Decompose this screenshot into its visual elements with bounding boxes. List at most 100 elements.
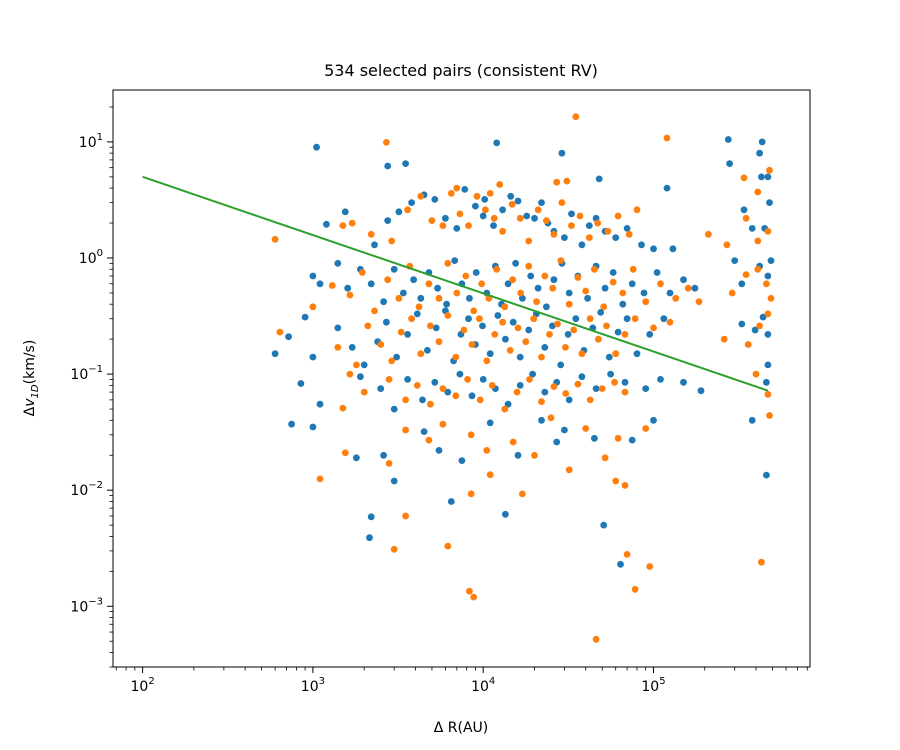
data-point (410, 276, 417, 284)
data-point (600, 303, 608, 311)
data-point (371, 307, 378, 315)
plot-frame (112, 89, 811, 668)
data-point (499, 318, 506, 326)
data-point (561, 426, 568, 434)
data-point (478, 280, 486, 288)
data-point (360, 361, 368, 369)
data-point (384, 276, 392, 284)
data-point (582, 287, 590, 295)
data-point (595, 335, 602, 343)
data-point (390, 405, 398, 413)
data-point (697, 387, 705, 395)
data-point (442, 214, 449, 222)
data-point (592, 385, 600, 392)
data-point (479, 376, 487, 383)
fit-line (142, 175, 769, 392)
data-point (763, 471, 770, 479)
data-point (476, 315, 483, 323)
data-point (402, 426, 409, 434)
data-point (705, 230, 712, 238)
data-point (388, 237, 396, 245)
data-point (501, 405, 509, 413)
data-point (408, 315, 415, 323)
data-point (605, 353, 613, 361)
data-point (748, 225, 756, 232)
data-point (543, 303, 550, 311)
data-point (752, 370, 760, 378)
x-tick-exp: 2 (148, 676, 154, 687)
data-point (728, 289, 736, 297)
data-point (621, 331, 629, 338)
data-point (425, 280, 433, 288)
data-point (574, 274, 582, 281)
data-point (562, 344, 569, 351)
data-point (465, 315, 472, 323)
x-tick-label: 105 (641, 676, 665, 695)
data-point (431, 196, 439, 203)
y-tick-exp: −1 (88, 364, 103, 375)
data-point (633, 206, 641, 214)
chart-title: 534 selected pairs (consistent RV) (324, 61, 598, 80)
data-point (424, 347, 431, 354)
data-point (452, 353, 460, 361)
data-point (758, 173, 765, 181)
data-point (740, 206, 748, 214)
data-point (476, 396, 484, 404)
data-point (763, 280, 770, 288)
data-point (751, 326, 759, 334)
data-point (591, 434, 598, 442)
data-point (451, 257, 459, 264)
data-point (691, 284, 699, 292)
y-tick-label: 10−1 (70, 364, 103, 383)
data-point (660, 315, 668, 323)
data-point (623, 315, 631, 323)
data-point (334, 344, 342, 351)
data-point (756, 322, 763, 330)
data-point (346, 370, 354, 378)
y-label-unit: (km/s) (22, 340, 38, 385)
data-point (502, 510, 509, 518)
data-point (609, 269, 617, 276)
data-point (742, 214, 750, 222)
data-point (646, 331, 654, 338)
y-tick-exp: 1 (97, 132, 103, 143)
data-point (444, 312, 452, 319)
data-point (341, 208, 349, 216)
data-point (612, 234, 620, 242)
data-point (657, 280, 664, 288)
data-point (402, 396, 409, 404)
data-point (611, 378, 618, 386)
data-point (390, 477, 398, 485)
data-point (357, 373, 364, 381)
data-point (413, 382, 421, 389)
data-point (578, 241, 586, 249)
data-point (631, 585, 639, 593)
data-point (468, 392, 476, 400)
data-point (384, 162, 392, 170)
fit-layer (142, 175, 769, 392)
data-point (680, 378, 687, 386)
data-point (496, 181, 504, 188)
data-point (514, 324, 522, 332)
data-point (584, 294, 591, 302)
data-point (572, 113, 580, 121)
data-point (390, 265, 398, 273)
data-point (756, 149, 763, 157)
data-point (316, 280, 324, 288)
data-point (764, 310, 772, 318)
data-point (558, 199, 566, 207)
data-point (557, 257, 565, 264)
data-point (538, 199, 545, 207)
points-layer (271, 113, 775, 643)
data-point (738, 280, 746, 288)
data-point (271, 235, 279, 243)
data-point (499, 206, 506, 214)
data-point (479, 322, 486, 330)
data-point (427, 322, 434, 330)
data-point (328, 282, 336, 289)
data-point (443, 300, 450, 308)
data-point (525, 326, 533, 334)
data-point (614, 434, 622, 442)
data-point (516, 353, 524, 361)
data-point (565, 466, 573, 474)
